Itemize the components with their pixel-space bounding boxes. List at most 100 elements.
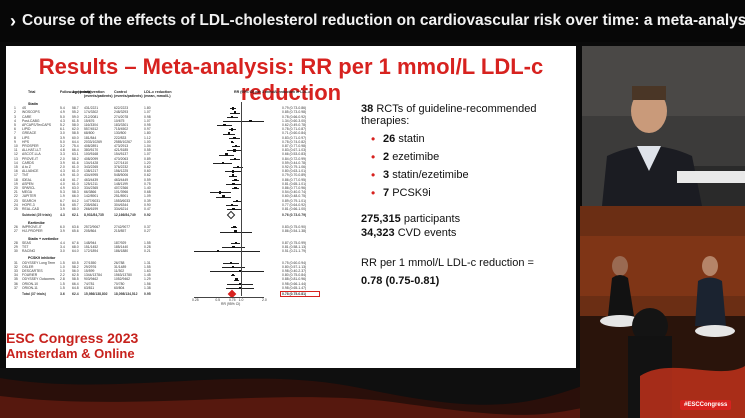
rcts-text: RCTs of guideline-recommended therapies: <box>361 103 537 127</box>
forest-row: 11 ALLHAT-LLT 4.8 66.4 380/5170 421/5185 0.55 0… <box>14 148 307 153</box>
forest-point <box>233 149 236 152</box>
forest-column-header: Intervention (events/patients) <box>84 90 113 98</box>
forest-row: 27 HIJ-PROPER 3.9 65.6 205/864 215/857 0.27 0.8… <box>14 229 307 234</box>
events-line: 34,323 CVD events <box>361 227 457 239</box>
forest-point <box>238 282 242 285</box>
footer-decoration <box>0 368 582 418</box>
forest-column-header: Follow-up (mean) <box>60 90 90 94</box>
stage-camera <box>580 206 745 418</box>
forest-row: 22 JUPITER 1.9 66.0 142/8901 251/8901 1.09 0.60… <box>14 194 307 199</box>
video-title-bar: › Course of the effects of LDL-cholester… <box>0 0 745 42</box>
forest-row: 31 ODYSSEY Long Term 1.5 60.5 27/1550 26/788 1… <box>14 260 307 265</box>
forest-total-row: Total (37 trials) 3.6 62.4 15,986/138,802 18… <box>22 291 307 296</box>
slide-title: Results – Meta-analysis: RR per 1 mmol/L… <box>38 54 544 105</box>
hashtag-badge: #ESCCongress <box>680 400 732 410</box>
forest-point <box>232 245 235 249</box>
forest-point <box>216 250 220 253</box>
forest-row: 20 SPARCL 4.9 63.0 334/2365 407/2366 1.40 0.86 … <box>14 186 307 190</box>
forest-row: 34 FOURIER 2.2 62.5 1344/13784 1563/13780 1.45… <box>14 273 307 278</box>
speaker-camera <box>582 46 745 206</box>
forest-row: 16 ALLIANCE 4.3 61.0 138/1217 156/1225 0.60 0.8… <box>14 169 307 174</box>
forest-axis-tick: 1.0 <box>238 298 244 303</box>
forest-group-label: PCSK9 inhibitor <box>28 256 56 261</box>
forest-row: 1 4S 5.4 58.7 431/2221 622/2223 1.80 0.79 (0.73… <box>14 106 307 111</box>
forest-point <box>231 174 234 177</box>
forest-point <box>232 208 235 211</box>
forest-point <box>249 119 252 123</box>
forest-point <box>227 132 231 135</box>
forest-point <box>233 111 237 114</box>
forest-row: 10 PROSPER 3.2 75.4 408/2891 473/2913 1.04 0.87… <box>14 144 307 148</box>
forest-group-label: Statin + ezetimibe <box>28 236 59 241</box>
forest-column-header: Age (mean) <box>72 90 92 94</box>
forest-point <box>223 124 226 127</box>
forest-group-label: Statin <box>28 102 38 106</box>
forest-group-label: Ezetimibe <box>28 220 45 225</box>
forest-row: 4 Post-CABG 4.3 61.5 15/676 10/675 1.07 1.34 (0… <box>14 118 307 123</box>
forest-point <box>233 226 236 229</box>
forest-row: 33 DESCARTES 1.0 56.0 15/599 11/302 1.63 0.98 (… <box>14 268 307 273</box>
facts-panel: 38 RCTs of guideline-recommended therapi… <box>361 103 576 287</box>
video-title: Course of the effects of LDL-cholesterol… <box>22 12 745 29</box>
null-effect-line <box>240 102 242 297</box>
forest-point <box>231 107 234 110</box>
forest-row: 29 TST 3.4 68.0 151/1452 185/1440 0.28 0.81 (0.… <box>14 244 307 249</box>
forest-point <box>234 241 238 245</box>
forest-point <box>235 278 238 281</box>
forest-point <box>231 170 235 173</box>
forest-column-header: Trial <box>28 90 36 94</box>
forest-row: 18 IDEAL 4.8 61.7 463/4439 463/4449 0.59 0.86 (… <box>14 177 307 182</box>
forest-point <box>222 195 225 198</box>
stats-block: 275,315 participants 34,323 CVD events <box>361 213 576 239</box>
therapy-item: 2 ezetimibe <box>371 150 576 164</box>
forest-row: 12 ASCOT-LLA 3.3 63.1 100/5168 154/5137 1.07 0.… <box>14 152 307 157</box>
forest-point <box>234 187 237 190</box>
forest-plot: Trial Follow-up (mean) Age (mean) Intervent… <box>14 90 340 358</box>
forest-ci-line <box>223 121 264 122</box>
forest-point <box>234 230 237 233</box>
forest-row: 37 ORION-11 1.5 64.8 63/811 60/804 1.38 0.98 (0… <box>14 285 307 290</box>
forest-axis-label: RR (95% CI) <box>221 302 241 307</box>
forest-column-header: Control (events/patients) <box>114 90 143 98</box>
forest-point <box>231 115 234 118</box>
forest-row: 3 CARE 5.0 59.0 212/2081 274/2078 0.98 0.78 (0.… <box>14 114 307 119</box>
forest-point <box>218 191 222 194</box>
rcts-line: 38 RCTs of guideline-recommended therapi… <box>361 103 576 127</box>
therapy-item: 3 statin/ezetimibe <box>371 168 576 182</box>
forest-subtotal-row: Subtotal (25 trials) 4.3 62.1 8,931/84,735 1… <box>22 212 307 217</box>
forest-point <box>232 182 235 186</box>
forest-point <box>233 136 236 139</box>
forest-point <box>230 203 234 207</box>
forest-row: 25 REAL-CAD 3.9 68.0 266/6199 334/6214 0.47 0.8… <box>14 207 307 211</box>
forest-axis-tick: 0.25 <box>192 298 199 303</box>
forest-row: 8 LIPS 3.9 60.0 181/844 222/833 1.12 0.83 (0.71… <box>14 135 307 140</box>
forest-point <box>234 145 238 148</box>
forest-row: 19 ASPEN 4.0 61.0 125/1211 148/1199 0.75 0.81 (… <box>14 181 307 186</box>
forest-row: 14 CARDS 3.9 61.6 134/1428 127/1410 1.20 0.59 (… <box>14 160 307 165</box>
congress-line1: ESC Congress 2023 <box>6 330 139 346</box>
forest-point <box>231 274 235 277</box>
forest-point <box>238 269 242 273</box>
speaker-video <box>582 46 745 206</box>
forest-point <box>238 286 242 290</box>
forest-point <box>225 153 228 156</box>
rr-line: RR per 1 mmol/L LDL-c reduction = <box>361 257 534 269</box>
forest-point <box>221 161 225 165</box>
presentation-slide: Results – Meta-analysis: RR per 1 mmol/L… <box>6 46 576 368</box>
forest-axis-tick: 0.5 <box>215 298 221 303</box>
chevron-right-icon[interactable]: › <box>10 10 16 31</box>
participants-line: 275,315 participants <box>361 213 461 225</box>
forest-row: 30 RACING 3.0 64.0 172/1894 186/1880 0.21 0.51 … <box>14 249 307 254</box>
congress-line2: Amsterdam & Online <box>6 346 135 361</box>
forest-point <box>236 166 240 169</box>
congress-label: ESC Congress 2023 Amsterdam & Online <box>6 330 206 361</box>
therapy-item: 26 statin <box>371 132 576 146</box>
forest-column-header: LDL-c reduction (mean, mmol/L) <box>144 90 172 98</box>
rcts-count: 38 <box>361 103 374 115</box>
total-rr-highlight <box>280 290 320 298</box>
forest-row: 17 TNT 4.9 61.0 434/4995 548/5006 0.62 0.79 (0.… <box>14 173 307 178</box>
forest-row: 2 WOSCOPS 4.9 55.2 174/3302 248/3293 1.07 0.85 … <box>14 110 307 115</box>
forest-row: 5 AFCAPS/TexCAPS 5.2 58.0 116/3304 183/3301 0.… <box>14 123 307 127</box>
forest-axis-tick: 2.0 <box>262 298 267 303</box>
forest-row: 24 HOPE-3 5.6 65.7 235/6361 304/6344 0.90 0.77 … <box>14 202 307 207</box>
